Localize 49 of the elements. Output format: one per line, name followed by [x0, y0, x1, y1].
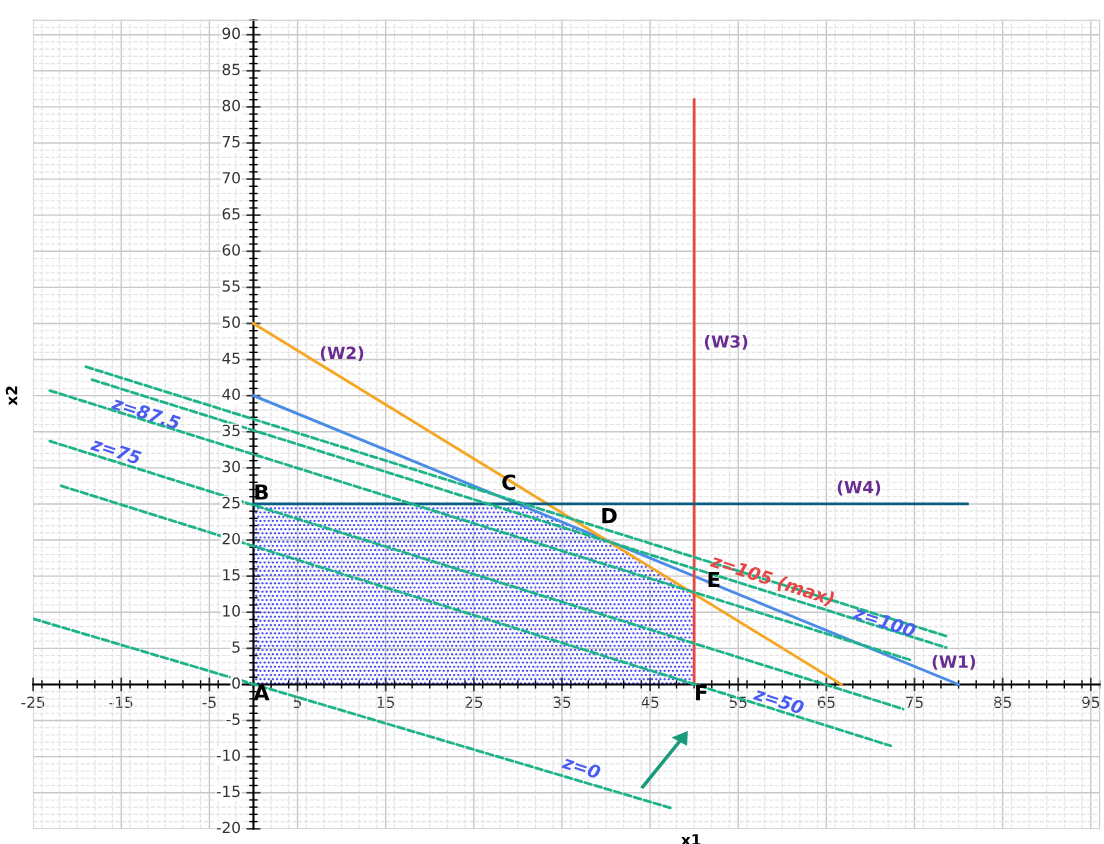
x-tick-label: 95 [1082, 696, 1100, 709]
annotation: (W3) [704, 334, 748, 350]
y-tick-label: 20 [222, 532, 240, 545]
x-tick-label: 25 [465, 696, 483, 709]
annotation: z=100 [852, 605, 917, 638]
y-tick-label: 10 [223, 605, 240, 617]
y-tick-label: 5 [232, 641, 240, 653]
x-tick-label: -25 [21, 696, 45, 709]
annotation: A [253, 685, 270, 701]
y-tick-label: 90 [222, 27, 240, 40]
y-tick-label: 40 [222, 388, 240, 401]
x-tick-label: 75 [906, 696, 923, 709]
x-tick-label: -15 [109, 696, 133, 709]
annotation: z=0 [561, 754, 602, 780]
annotation: (W4) [837, 480, 881, 496]
x-tick-label: -5 [202, 696, 216, 709]
y-tick-label: 45 [222, 352, 240, 364]
y-tick-label: 65 [222, 208, 240, 220]
x-tick-label: 85 [993, 696, 1012, 709]
y-tick-label: 55 [222, 280, 240, 292]
annotation: D [602, 508, 617, 524]
annotation: z=75 [90, 436, 142, 465]
y-tick-label: 85 [222, 63, 240, 76]
y-tick-label: 25 [222, 496, 240, 509]
annotation: (W1) [932, 654, 976, 670]
y-tick-label: 60 [222, 244, 240, 256]
annotation: B [255, 484, 268, 500]
x-tick-label: 45 [641, 696, 659, 709]
annotation: z=50 [752, 686, 805, 715]
annotation: (W2) [320, 346, 364, 362]
y-tick-label: 35 [222, 424, 240, 437]
y-tick-label: 15 [223, 569, 240, 581]
y-tick-label: -10 [216, 749, 240, 762]
y-tick-label: 30 [222, 460, 240, 473]
y-tick-label: 50 [222, 316, 240, 328]
y-tick-label: 75 [222, 136, 240, 148]
annotation: F [696, 685, 707, 701]
y-axis-title: x2 [5, 386, 18, 406]
y-tick-label: -20 [216, 821, 240, 834]
y-tick-label: 80 [222, 99, 240, 112]
annotation: z=87.5 [110, 395, 182, 430]
x-tick-label: 15 [377, 696, 395, 709]
y-tick-label: 70 [222, 171, 240, 184]
x-tick-label: 55 [729, 696, 747, 709]
x-tick-label: 65 [817, 696, 835, 709]
y-tick-label: -15 [216, 785, 240, 798]
y-tick-label: 0 [232, 677, 240, 689]
x-tick-label: 35 [553, 696, 571, 709]
y-tick-label: -5 [226, 713, 240, 725]
